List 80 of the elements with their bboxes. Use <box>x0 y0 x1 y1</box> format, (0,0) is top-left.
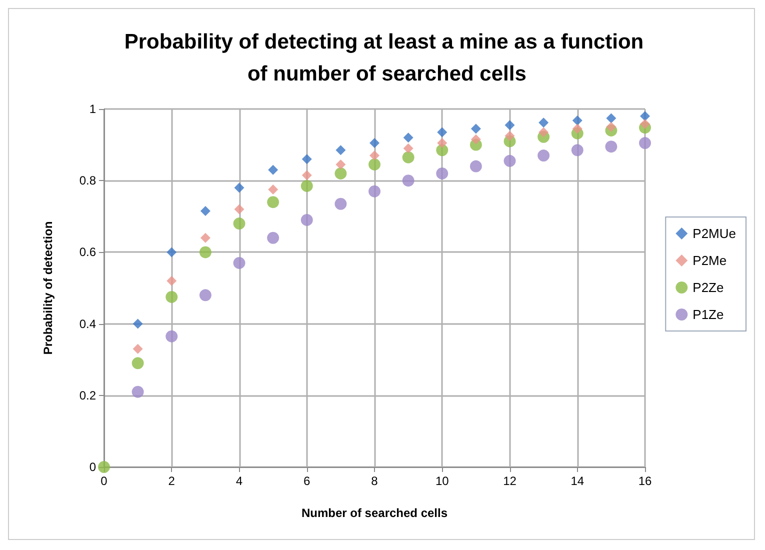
point <box>334 167 347 180</box>
point <box>233 256 246 269</box>
point <box>166 290 178 303</box>
point <box>267 196 280 208</box>
point <box>402 174 414 187</box>
x-tick-label: 16 <box>638 474 652 488</box>
point <box>606 122 616 132</box>
point <box>436 167 448 180</box>
point <box>403 143 414 154</box>
y-tick-label: 1 <box>89 102 96 116</box>
point <box>199 246 212 258</box>
point <box>572 115 582 126</box>
legend-label: P2Ze <box>692 280 724 295</box>
point <box>639 137 651 150</box>
point <box>571 144 584 156</box>
point <box>300 180 313 192</box>
x-tick-label: 12 <box>503 474 517 488</box>
y-tick-label: 0.2 <box>79 388 96 402</box>
point <box>268 184 278 195</box>
point <box>402 151 414 164</box>
point <box>268 164 278 175</box>
y-tick-label: 0.6 <box>79 245 96 260</box>
point <box>132 344 143 354</box>
point <box>606 113 616 124</box>
x-tick-label: 8 <box>371 474 378 488</box>
point <box>640 119 650 130</box>
point <box>403 132 414 143</box>
point <box>572 124 582 134</box>
legend-label: P1Ze <box>692 307 724 322</box>
point <box>605 140 618 153</box>
point <box>132 357 144 370</box>
point <box>336 159 346 170</box>
point <box>302 154 312 164</box>
point <box>334 198 347 210</box>
point <box>234 204 244 214</box>
point <box>199 289 212 302</box>
point <box>166 247 177 258</box>
y-tick-label: 0.8 <box>79 174 96 188</box>
point <box>370 138 380 148</box>
point <box>470 124 481 134</box>
point <box>538 150 550 162</box>
point <box>437 127 448 138</box>
point <box>132 386 144 398</box>
y-tick-label: 0 <box>89 460 96 474</box>
point <box>166 276 177 286</box>
point <box>504 120 515 130</box>
point <box>504 130 515 141</box>
point <box>336 145 346 156</box>
point <box>302 170 312 180</box>
point <box>233 218 246 230</box>
point <box>368 185 380 198</box>
x-axis-title: Number of searched cells <box>301 506 448 520</box>
x-tick-label: 2 <box>168 474 176 488</box>
x-tick-label: 0 <box>100 474 108 488</box>
point <box>200 206 210 216</box>
point <box>538 118 549 128</box>
point <box>200 232 210 243</box>
point <box>98 461 110 473</box>
x-tick-label: 4 <box>236 474 243 488</box>
point <box>640 111 650 122</box>
point <box>166 330 178 342</box>
point <box>470 160 482 172</box>
point <box>300 214 313 226</box>
x-tick-label: 6 <box>304 474 311 488</box>
chart-title: Probability of detecting at least a mine as a function of number of searched cells <box>124 30 644 86</box>
y-tick-label: 0.4 <box>79 316 96 331</box>
point <box>267 232 280 244</box>
point <box>437 138 448 148</box>
point <box>504 154 516 167</box>
y-axis-title: Probability of detection <box>41 221 55 355</box>
point <box>470 134 481 144</box>
point <box>132 318 143 329</box>
legend-label: P2Me <box>692 253 727 268</box>
legend-label: P2MUe <box>692 226 736 241</box>
point <box>234 182 244 193</box>
x-tick-label: 14 <box>570 474 584 488</box>
point <box>370 150 380 161</box>
x-tick-label: 10 <box>435 474 450 488</box>
point <box>538 127 549 138</box>
point <box>368 158 380 170</box>
